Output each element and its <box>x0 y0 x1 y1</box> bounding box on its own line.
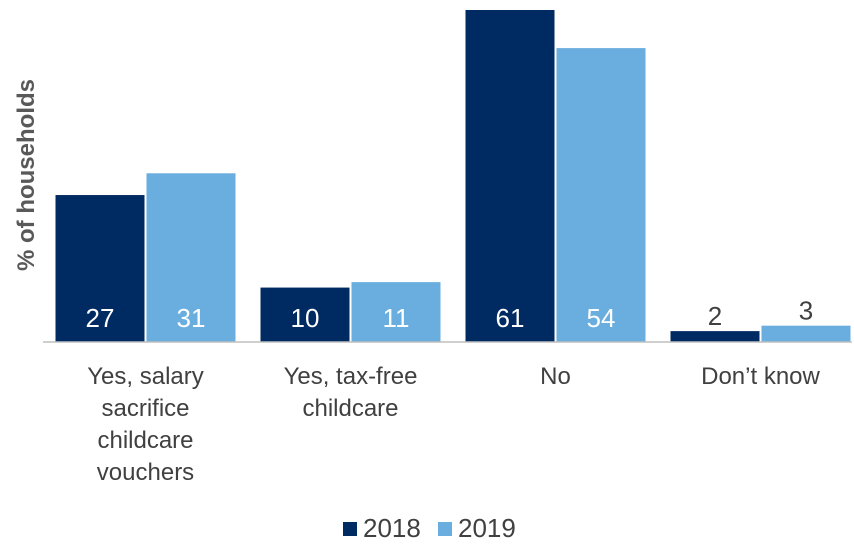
bar-2018-1 <box>260 287 350 342</box>
legend-swatch-2019 <box>438 522 452 536</box>
data-label-2018-1: 10 <box>291 303 320 333</box>
data-label-2019-0: 31 <box>177 303 206 333</box>
data-label-2018-2: 61 <box>496 303 525 333</box>
bar-2019-2 <box>556 48 646 343</box>
data-label-2018-0: 27 <box>86 303 115 333</box>
bar-2019-1 <box>351 282 441 342</box>
category-labels: Yes, salary sacrifice childcare vouchers Yes… <box>87 363 820 486</box>
bar-2018-3 <box>670 331 760 342</box>
category-label-0: Yes, salary sacrifice childcare vouchers <box>87 363 204 486</box>
legend-label-2019: 2019 <box>458 513 516 543</box>
category-label-3: Don’t know <box>701 363 820 390</box>
bar-2018-2 <box>465 10 555 342</box>
data-label-2018-3: 2 <box>708 301 722 331</box>
data-label-2019-2: 54 <box>587 303 616 333</box>
bar-2019-3 <box>761 325 851 342</box>
y-axis-label: % of households <box>13 79 40 271</box>
data-labels: 27 31 10 11 61 54 2 3 <box>86 296 814 333</box>
category-label-2: No <box>540 363 571 390</box>
category-label-1: Yes, tax-free childcare <box>284 363 418 422</box>
bars <box>55 10 851 343</box>
bar-2019-0 <box>146 173 236 342</box>
data-label-2019-3: 3 <box>799 296 813 326</box>
legend-label-2018: 2018 <box>363 513 421 543</box>
bar-2018-0 <box>55 195 145 342</box>
legend: 2018 2019 <box>343 513 516 543</box>
data-label-2019-1: 11 <box>383 303 410 333</box>
legend-swatch-2018 <box>343 522 357 536</box>
